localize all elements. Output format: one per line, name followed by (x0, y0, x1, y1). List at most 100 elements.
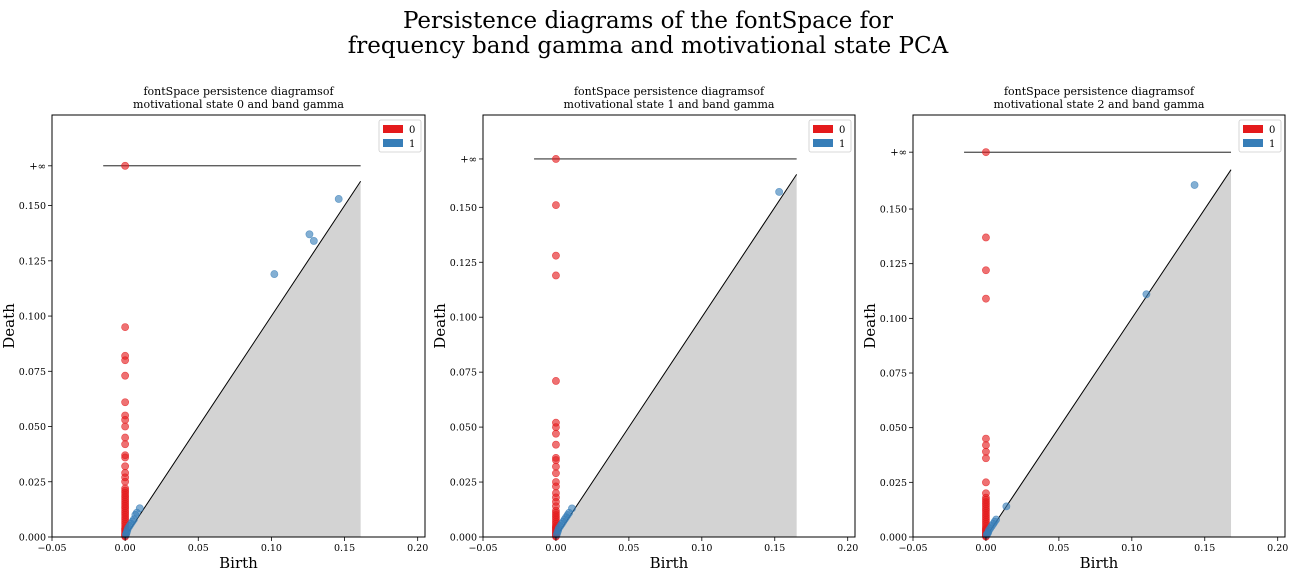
data-point-dim1 (1190, 181, 1199, 189)
data-point-dim0 (982, 454, 990, 463)
y-tick-label: 0.025 (880, 478, 907, 489)
panel-title-line-2: motivational state 2 and band gamma (994, 98, 1205, 111)
axes-frame (912, 114, 1286, 538)
chart-panel-2: −0.05 0.00 0.05 0.10 0.15 0.20 0.000 0.025 0.050… (861, 85, 1288, 572)
y-tick-label: 0.125 (880, 259, 907, 270)
y-tick-label: 0.050 (880, 423, 907, 434)
x-tick-label: 0.05 (1048, 543, 1069, 554)
y-axis-label: Death (0, 303, 18, 349)
y-tick-label: 0.075 (450, 368, 477, 379)
y-tick-label: 0.150 (880, 205, 907, 216)
data-point-dim0 (552, 377, 560, 385)
x-tick-label: 0.15 (764, 543, 785, 554)
x-axis-label: Birth (650, 554, 689, 572)
data-point-dim0 (552, 440, 560, 449)
y-tick-label: 0.075 (880, 369, 907, 380)
y-tick-label: 0.100 (450, 313, 477, 324)
x-tick-label: 0.15 (334, 543, 355, 554)
data-point-dim1 (1142, 290, 1151, 299)
x-tick-label: 0.00 (975, 543, 996, 554)
y-tick-label: 0.050 (19, 422, 46, 433)
y-tick-label: 0.125 (450, 258, 477, 269)
data-point-dim0 (121, 323, 130, 332)
panel-title-line-2: motivational state 1 and band gamma (564, 98, 775, 111)
data-point-dim0 (552, 462, 560, 471)
legend-label-1: 1 (839, 139, 845, 150)
legend-label-0: 0 (839, 125, 845, 136)
y-tick-label: 0.000 (450, 533, 477, 544)
x-axis-label: Birth (1080, 554, 1119, 572)
chart-panel-0: −0.05 0.00 0.05 0.10 0.15 0.20 0.000 0.025 0.050… (0, 85, 428, 572)
data-point-dim1 (334, 195, 343, 203)
legend-swatch-1 (1243, 139, 1263, 147)
data-point-dim1 (305, 230, 314, 239)
y-tick-label: 0.150 (450, 203, 477, 214)
data-point-dim1 (270, 270, 279, 278)
data-point-dim0 (982, 294, 990, 303)
x-tick-label: 0.10 (261, 543, 282, 554)
x-tick-label: 0.00 (545, 543, 566, 554)
data-point-dim0 (121, 371, 130, 380)
data-point-dim0 (982, 478, 990, 487)
x-tick-label: 0.20 (837, 543, 858, 554)
y-tick-label: 0.025 (19, 477, 46, 488)
data-point-dim0 (121, 422, 130, 431)
figure-title-line-1: Persistence diagrams of the fontSpace fo… (402, 8, 894, 34)
legend-swatch-1 (813, 139, 833, 147)
diagonal-line (124, 181, 362, 538)
data-point-dim1 (1002, 502, 1011, 511)
panel-title-line-1: fontSpace persistence diagramsof (143, 85, 334, 98)
y-tick-label: 0.100 (19, 312, 46, 323)
data-point-dim0 (552, 155, 560, 163)
x-tick-label: 0.05 (188, 543, 209, 554)
data-point-dim0 (552, 469, 560, 478)
y-tick-label: 0.000 (19, 533, 46, 544)
y-tick-label: 0.075 (19, 367, 46, 378)
data-point-dim1 (775, 188, 784, 196)
y-tick-label: 0.025 (450, 478, 477, 489)
infinity-tick-label: +∞ (29, 161, 46, 172)
data-point-dim0 (982, 434, 990, 443)
infinity-tick-label: +∞ (890, 148, 907, 159)
data-point-dim0 (121, 477, 130, 486)
legend-swatch-1 (383, 139, 403, 147)
data-point-dim0 (121, 356, 130, 365)
legend-swatch-0 (1243, 125, 1263, 133)
data-point-dim0 (552, 423, 560, 432)
data-point-dim0 (121, 416, 130, 424)
data-point-dim0 (121, 440, 130, 449)
data-point-dim0 (552, 271, 560, 280)
legend-swatch-0 (383, 125, 403, 133)
axes-frame (482, 114, 856, 538)
infinity-tick-label: +∞ (460, 154, 477, 165)
data-point-dim0 (121, 462, 130, 471)
diagonal-line (985, 169, 1232, 538)
x-tick-label: −0.05 (898, 543, 927, 554)
y-tick-label: 0.100 (880, 314, 907, 325)
y-tick-label: 0.150 (19, 201, 46, 212)
data-point-dim1 (309, 237, 318, 245)
data-point-dim0 (982, 266, 990, 275)
data-point-dim0 (982, 447, 990, 456)
x-tick-label: −0.05 (468, 543, 497, 554)
legend-label-0: 0 (1269, 125, 1275, 136)
x-tick-label: 0.05 (618, 543, 639, 554)
x-tick-label: 0.20 (1267, 543, 1288, 554)
y-axis-label: Death (861, 303, 879, 349)
panel-title-line-1: fontSpace persistence diagramsof (1004, 85, 1195, 98)
legend-label-1: 1 (409, 139, 415, 150)
data-point-dim0 (552, 456, 560, 464)
data-point-dim0 (552, 201, 560, 210)
legend-label-0: 0 (409, 125, 415, 136)
data-point-dim0 (121, 161, 130, 170)
x-tick-label: 0.15 (1194, 543, 1215, 554)
panel-title-line-2: motivational state 0 and band gamma (133, 98, 344, 111)
diagonal-line (555, 174, 798, 538)
data-point-dim0 (552, 482, 560, 491)
x-tick-label: 0.20 (407, 543, 428, 554)
x-tick-label: 0.10 (1121, 543, 1142, 554)
y-tick-label: 0.000 (880, 533, 907, 544)
x-tick-label: 0.00 (115, 543, 136, 554)
data-point-dim0 (121, 433, 130, 442)
